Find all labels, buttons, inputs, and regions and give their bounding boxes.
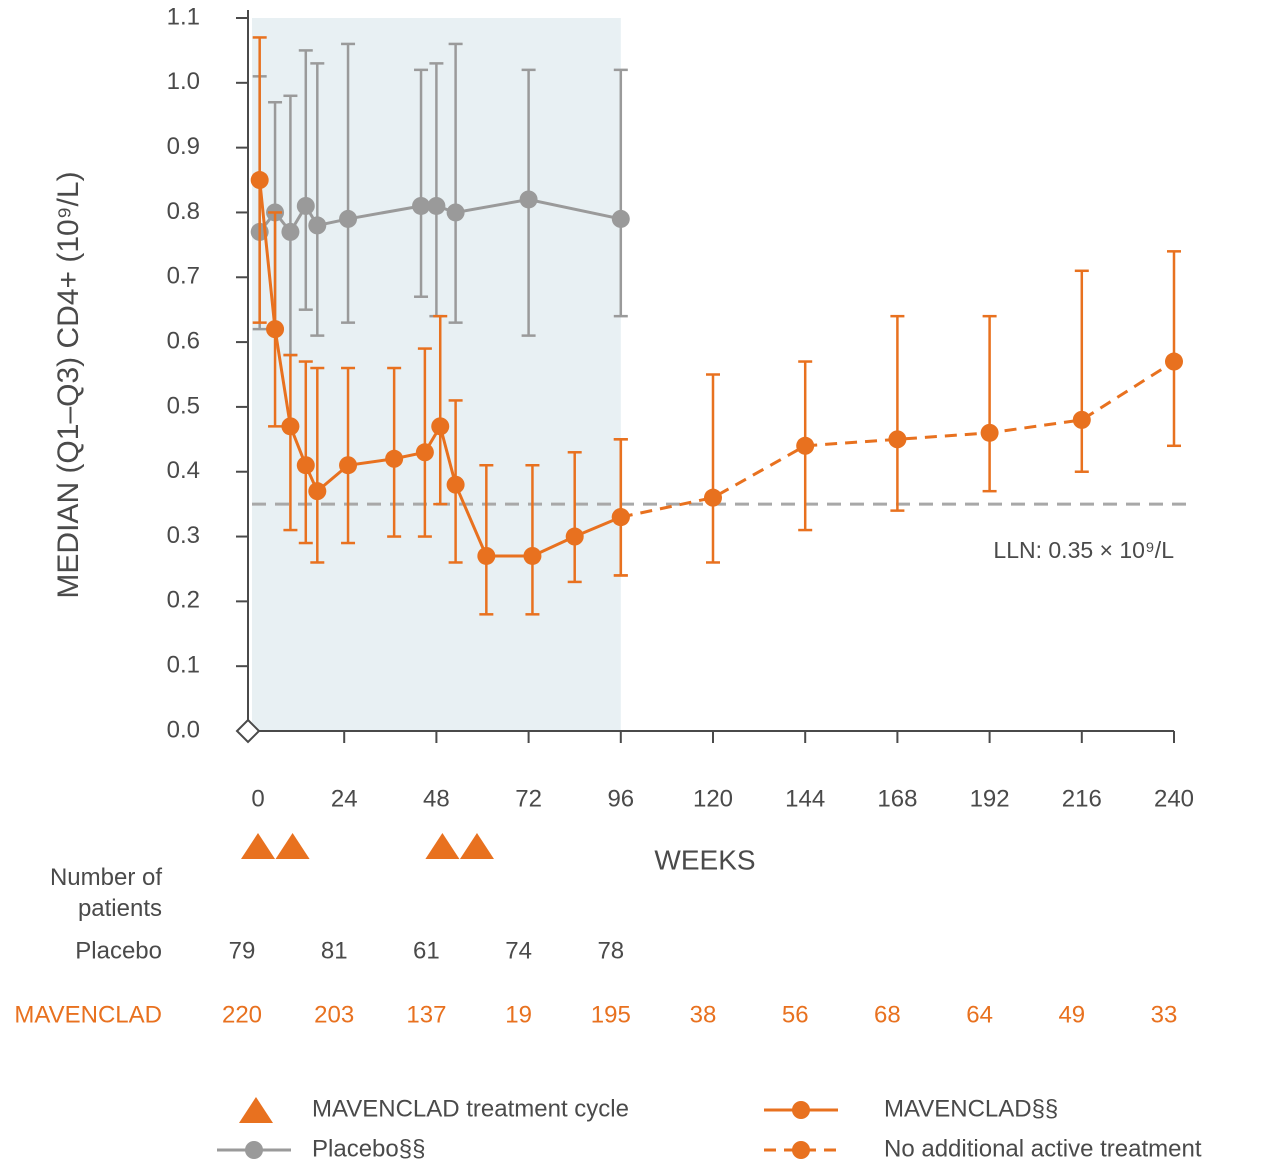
legend-label: MAVENCLAD§§: [884, 1095, 1058, 1122]
y-tick-label: 0.3: [167, 522, 200, 549]
table-row-label: MAVENCLAD: [14, 1001, 162, 1028]
treatment-cycle-marker: [239, 1097, 273, 1123]
y-tick-label: 0.8: [167, 198, 200, 225]
table-count: 220: [222, 1001, 262, 1028]
x-tick-label: 144: [785, 785, 825, 812]
table-count: 81: [321, 937, 348, 964]
legend-marker: [245, 1141, 263, 1159]
x-tick-label: 192: [970, 785, 1010, 812]
point: [523, 546, 542, 565]
x-tick-label: 96: [607, 785, 634, 812]
lln-label: LLN: 0.35 × 10⁹/L: [993, 537, 1174, 563]
table-count: 61: [413, 937, 440, 964]
point: [308, 482, 327, 501]
x-tick-label: 48: [423, 785, 450, 812]
point: [980, 423, 999, 442]
point: [266, 320, 285, 339]
point: [308, 216, 327, 235]
table-count: 78: [597, 937, 624, 964]
table-count: 68: [874, 1001, 901, 1028]
point: [565, 527, 584, 546]
point: [446, 475, 465, 494]
legend-marker: [792, 1101, 810, 1119]
table-count: 195: [591, 1001, 631, 1028]
axis-origin: [235, 718, 261, 744]
point: [519, 190, 538, 209]
point: [446, 203, 465, 222]
point: [415, 443, 434, 462]
point: [888, 430, 907, 449]
x-tick-label: 216: [1062, 785, 1102, 812]
y-tick-label: 0.5: [167, 392, 200, 419]
y-tick-label: 0.0: [167, 716, 200, 743]
legend-label: No additional active treatment: [884, 1135, 1202, 1162]
table-row-label: Placebo: [75, 937, 162, 964]
table-title: Number of patients: [49, 864, 162, 922]
point: [250, 171, 269, 190]
point: [427, 196, 446, 215]
table-count: 49: [1058, 1001, 1085, 1028]
x-tick-label: 72: [515, 785, 542, 812]
point: [431, 417, 450, 436]
treatment-cycle-marker: [275, 833, 310, 859]
y-tick-label: 0.6: [167, 327, 200, 354]
point: [796, 436, 815, 455]
treatment-cycle-marker: [241, 833, 275, 859]
y-axis-title: MEDIAN (Q1–Q3) CD4+ (10⁹/L): [52, 171, 85, 598]
y-tick-label: 0.7: [167, 263, 200, 290]
point: [385, 449, 404, 468]
table-count: 203: [314, 1001, 354, 1028]
point: [281, 222, 300, 241]
point: [611, 508, 630, 527]
table-count: 64: [966, 1001, 993, 1028]
table-count: 137: [406, 1001, 446, 1028]
y-tick-label: 1.1: [167, 3, 200, 30]
table-count: 33: [1151, 1001, 1178, 1028]
table-count: 79: [229, 937, 256, 964]
point: [704, 488, 722, 507]
point: [412, 196, 431, 215]
legend-marker: [792, 1141, 810, 1159]
treatment-cycle-marker: [425, 833, 460, 859]
x-tick-label: 240: [1154, 785, 1194, 812]
point: [1072, 410, 1091, 429]
y-tick-label: 0.4: [167, 457, 200, 484]
point: [296, 456, 315, 475]
treatment-cycle-marker: [459, 833, 494, 859]
table-count: 56: [782, 1001, 809, 1028]
table-count: 19: [505, 1001, 532, 1028]
point: [611, 209, 630, 228]
legend-label: MAVENCLAD treatment cycle: [312, 1095, 629, 1122]
legend-label: Placebo§§: [312, 1135, 425, 1162]
y-tick-label: 1.0: [167, 68, 200, 95]
point: [339, 209, 358, 228]
x-tick-label: 168: [877, 785, 917, 812]
point: [339, 456, 358, 475]
y-tick-label: 0.2: [167, 587, 200, 614]
table-count: 38: [690, 1001, 717, 1028]
table-count: 74: [505, 937, 532, 964]
point: [281, 417, 300, 436]
x-axis-title: WEEKS: [654, 844, 755, 875]
y-tick-label: 0.1: [167, 652, 200, 679]
point: [477, 546, 496, 565]
x-tick-label: 120: [693, 785, 733, 812]
y-tick-label: 0.9: [167, 133, 200, 160]
point: [1165, 352, 1183, 371]
x-tick-label: 0: [251, 785, 264, 812]
x-tick-label: 24: [331, 785, 358, 812]
point: [296, 196, 315, 215]
